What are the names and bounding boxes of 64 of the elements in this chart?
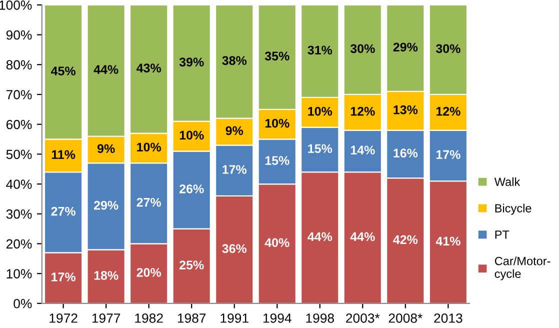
legend-label: PT — [495, 230, 510, 239]
x-tick-label: 1991 — [220, 313, 248, 323]
data-label: 36% — [222, 244, 247, 254]
data-label: 40% — [264, 238, 290, 248]
legend-label: Car/Motor- cycle — [494, 256, 550, 280]
data-label: 18% — [94, 271, 118, 280]
y-tick-label: 50% — [6, 150, 32, 160]
x-tick-label: 1994 — [263, 313, 292, 323]
data-label: 35% — [264, 52, 290, 61]
y-tick-label: 70% — [6, 90, 32, 100]
data-label: 31% — [308, 46, 332, 55]
y-tick-label: 20% — [6, 239, 32, 249]
y-tick-label: 90% — [6, 30, 32, 40]
data-label: 30% — [436, 44, 460, 54]
data-label: 27% — [51, 206, 76, 216]
x-tick-label: 2003* — [346, 313, 380, 323]
x-tick-label: 1987 — [178, 313, 206, 323]
data-label: 15% — [265, 156, 290, 165]
x-tick-label: 2008* — [388, 313, 422, 323]
data-label: 13% — [394, 105, 418, 114]
x-tick-label: 2013 — [434, 313, 462, 323]
x-tick-label: 1982 — [135, 313, 163, 323]
data-label: 12% — [350, 106, 375, 116]
y-tick-label: 10% — [6, 269, 32, 278]
y-tick-label: 60% — [6, 120, 32, 130]
data-label: 26% — [180, 184, 204, 194]
data-label: 30% — [350, 44, 375, 54]
data-label: 12% — [436, 106, 460, 116]
data-label: 42% — [393, 235, 418, 244]
data-label: 25% — [180, 260, 204, 270]
data-label: 41% — [436, 236, 460, 246]
data-label: 11% — [52, 150, 76, 159]
data-label: 17% — [436, 150, 460, 159]
data-label: 9% — [226, 126, 244, 136]
data-label: 27% — [136, 198, 162, 207]
data-label: 43% — [136, 64, 162, 72]
data-label: 10% — [265, 118, 290, 128]
data-label: 38% — [222, 56, 247, 66]
data-label: 14% — [350, 146, 375, 155]
data-label: 29% — [393, 42, 418, 52]
data-label: 10% — [137, 142, 162, 152]
data-label: 44% — [94, 65, 118, 74]
x-tick-label: 1977 — [92, 313, 120, 323]
y-tick-label: 80% — [6, 60, 32, 70]
y-tick-label: 30% — [6, 209, 32, 219]
data-label: 39% — [179, 58, 204, 66]
data-label: 16% — [394, 148, 418, 158]
data-label: 45% — [50, 66, 76, 76]
data-label: 17% — [222, 165, 247, 174]
data-label: 10% — [308, 106, 332, 116]
data-label: 29% — [94, 200, 118, 210]
data-label: 10% — [180, 130, 204, 140]
legend-label: Bicycle — [495, 204, 532, 215]
legend-label: Walk — [494, 177, 520, 186]
y-tick-label: 40% — [6, 180, 32, 189]
data-label: 20% — [136, 268, 162, 277]
x-tick-label: 1972 — [50, 313, 78, 323]
y-tick-label: 0% — [14, 298, 32, 308]
x-tick-label: 1998 — [306, 313, 334, 323]
data-label: 17% — [52, 272, 76, 282]
data-label: 44% — [350, 232, 375, 242]
data-label: 44% — [308, 232, 332, 242]
data-label: 15% — [308, 144, 332, 154]
data-label: 9% — [97, 144, 115, 154]
